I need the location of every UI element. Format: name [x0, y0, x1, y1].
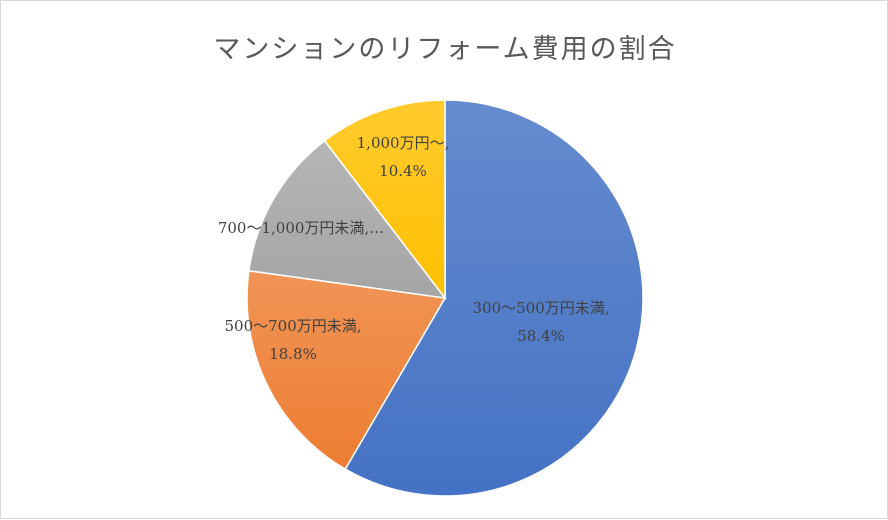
data-label-1: 300～500万円未満, 58.4% — [472, 299, 609, 345]
data-label-3: 700～1,000万円未満,… — [218, 219, 384, 237]
pie-slice-2 — [246, 269, 447, 471]
chart-title: マンションのリフォーム費用の割合 — [213, 34, 677, 65]
data-label-4: 1,000万円～, 10.4% — [357, 134, 450, 180]
pie-slice-4 — [323, 99, 446, 301]
pie-slice-3 — [248, 139, 447, 299]
data-label-2: 500～700万円未満, 18.8% — [224, 317, 361, 363]
pie-slice-1 — [344, 99, 644, 497]
